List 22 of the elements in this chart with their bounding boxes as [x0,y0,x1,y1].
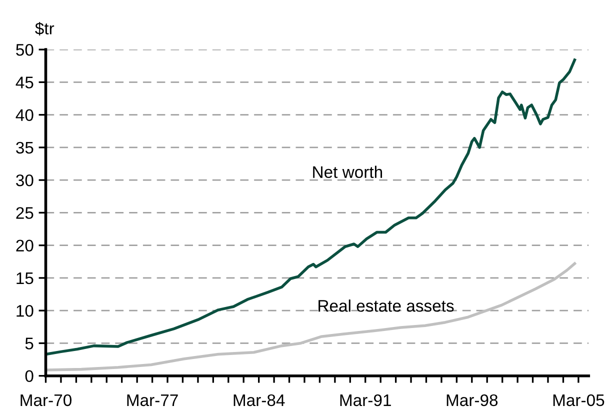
y-tick-label: 30 [16,174,34,186]
x-tick-label: Mar-05 [553,394,604,406]
series-label: Real estate assets [318,300,454,312]
y-tick-label: 40 [16,109,34,122]
y-tick-label: 0 [25,370,34,382]
y-tick-label: 35 [16,142,34,154]
line-series [46,262,576,372]
y-tick-label: 20 [16,240,34,252]
y-axis-title: $tr [35,22,54,36]
y-tick-label: 15 [16,272,34,284]
x-tick-label: Mar-91 [340,394,391,406]
line-series [46,58,576,356]
text: Net worth [313,166,382,178]
y-tick-label: 45 [16,76,34,88]
y-tick-label: 10 [16,304,34,317]
y-tick-label: 50 [16,44,34,56]
x-tick-label: Mar-77 [127,394,178,406]
y-tick-label: 5 [25,338,34,350]
x-tick-label: Mar-84 [234,394,285,406]
x-tick-label: Mar-98 [446,394,498,406]
x-tick-label: Mar-70 [20,394,72,406]
y-tick-label: 25 [16,207,34,219]
